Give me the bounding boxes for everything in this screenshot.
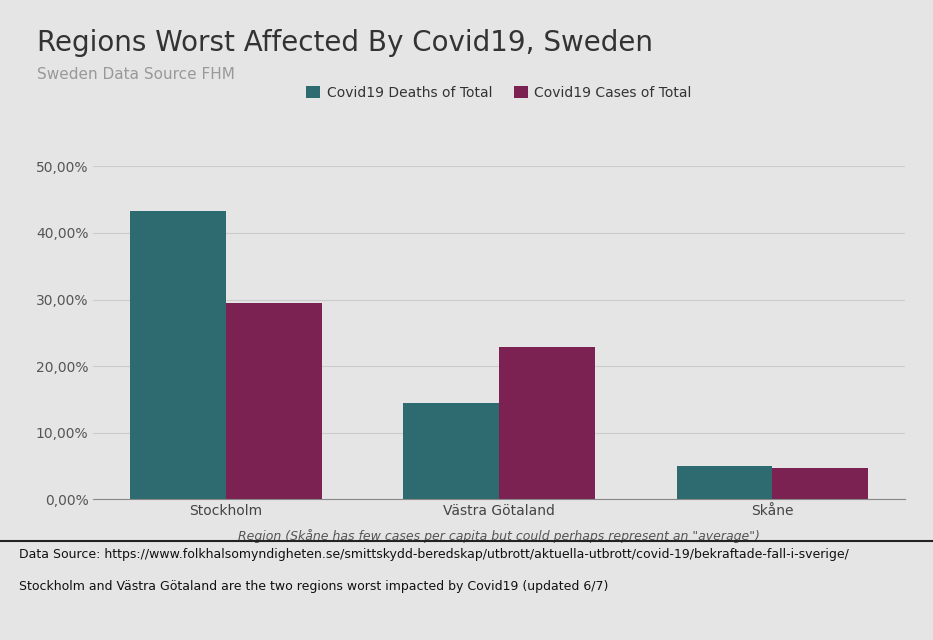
Bar — [773, 468, 868, 499]
Bar — [131, 211, 226, 499]
Bar — [676, 466, 773, 499]
Bar — [499, 348, 595, 499]
Text: Regions Worst Affected By Covid19, Sweden: Regions Worst Affected By Covid19, Swede… — [37, 29, 653, 57]
Bar — [226, 303, 322, 499]
Bar — [403, 403, 499, 499]
Text: Data Source: https://www.folkhalsomyndigheten.se/smittskydd-beredskap/utbrott/ak: Data Source: https://www.folkhalsomyndig… — [19, 548, 848, 561]
Text: Stockholm and Västra Götaland are the two regions worst impacted by Covid19 (upd: Stockholm and Västra Götaland are the tw… — [19, 580, 608, 593]
Text: Sweden Data Source FHM: Sweden Data Source FHM — [37, 67, 235, 82]
Legend: Covid19 Deaths of Total, Covid19 Cases of Total: Covid19 Deaths of Total, Covid19 Cases o… — [301, 80, 697, 105]
X-axis label: Region (Skåne has few cases per capita but could perhaps represent an "average"): Region (Skåne has few cases per capita b… — [238, 529, 760, 543]
